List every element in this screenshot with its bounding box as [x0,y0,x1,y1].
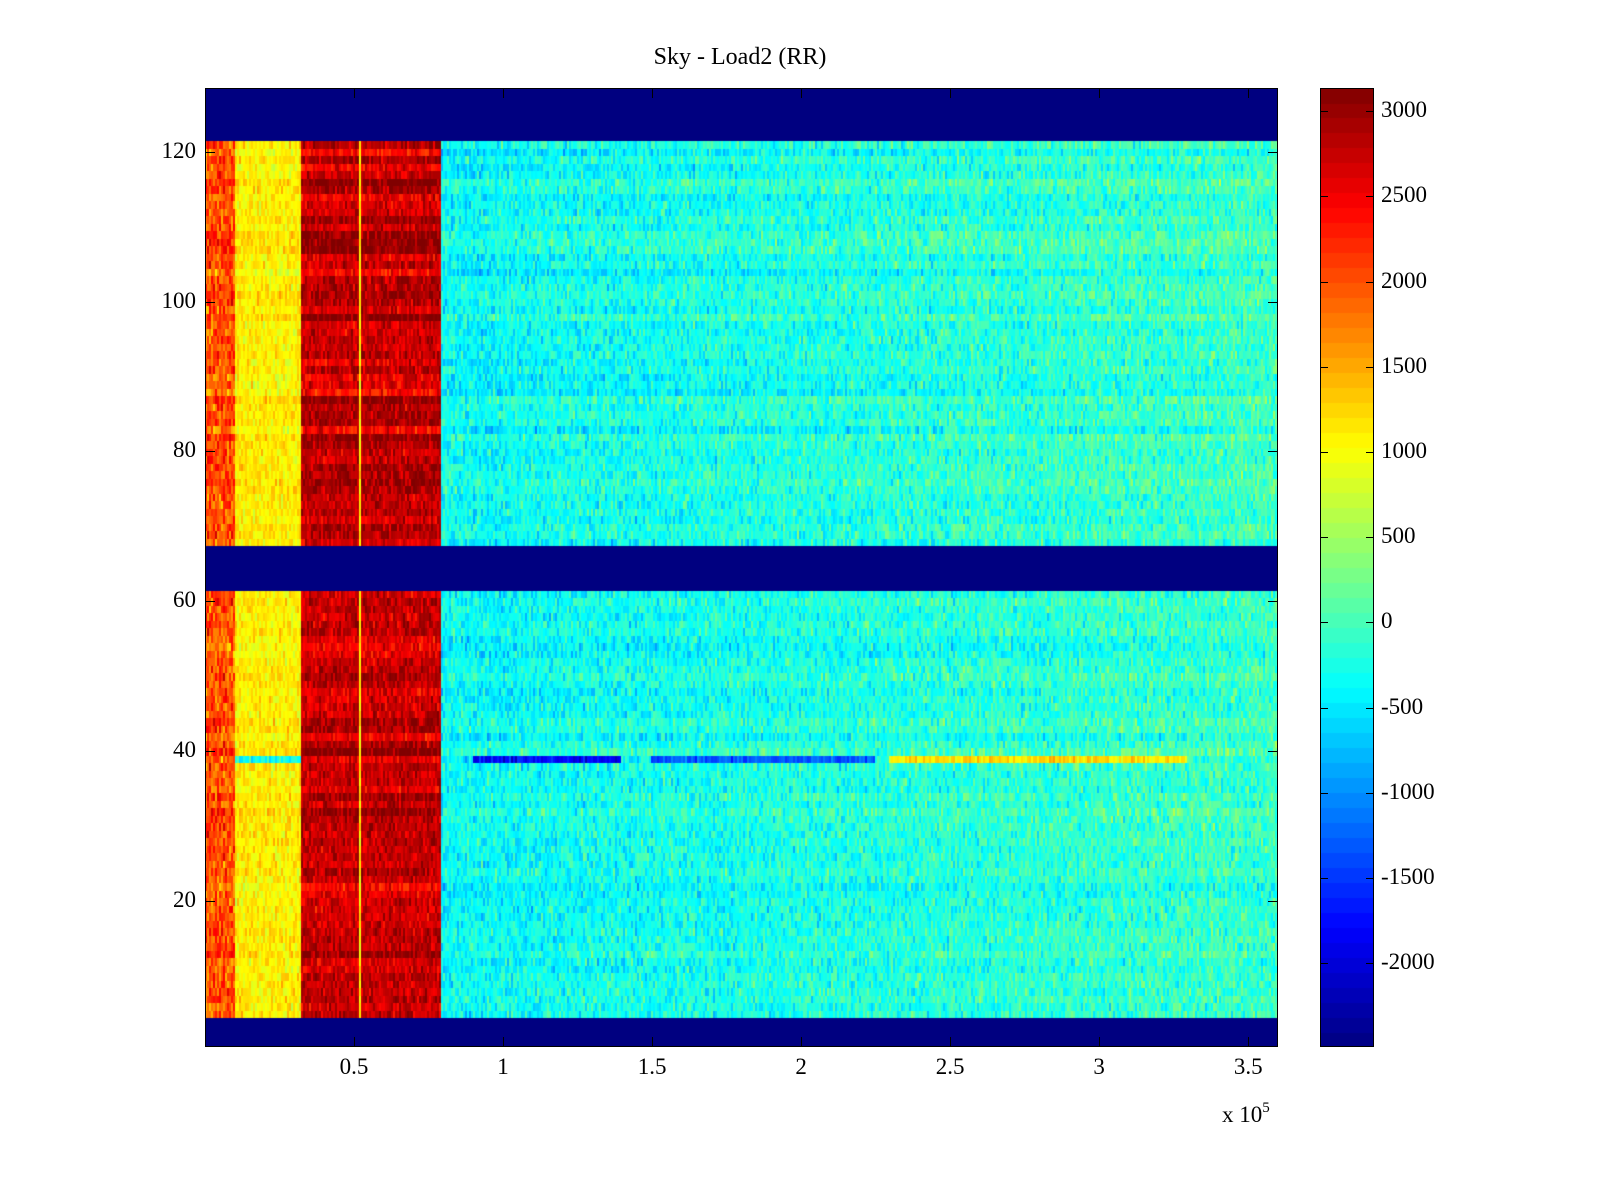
colorbar-tick-mark [1366,878,1374,880]
colorbar-frame [1320,88,1374,1047]
x-tick-mark [652,88,654,98]
x-tick-label: 3 [1093,1054,1105,1079]
colorbar [1320,88,1374,1047]
y-tick-mark [1268,301,1278,303]
x-tick-mark [950,1037,952,1047]
y-tick-mark [1268,900,1278,902]
colorbar-tick-label: 0 [1381,608,1393,634]
x-tick-mark [503,1037,505,1047]
y-tick-label: 40 [173,737,196,763]
y-tick-mark [205,751,215,753]
x-tick-label: 3.5 [1233,1054,1263,1079]
x-tick-mark [1248,1037,1250,1047]
colorbar-tick-mark [1366,537,1374,539]
x-tick-label: 1 [497,1054,509,1079]
colorbar-tick-mark [1320,281,1328,283]
y-tick-mark [205,601,215,603]
y-tick-mark [1268,601,1278,603]
colorbar-tick-label: 2000 [1381,267,1427,293]
colorbar-tick-mark [1366,196,1374,198]
colorbar-tick-label: -1500 [1381,864,1435,890]
x-tick-mark [801,88,803,98]
chart-title: Sky - Load2 (RR) [653,44,827,70]
colorbar-tick-mark [1366,281,1374,283]
x-tick-mark [652,1037,654,1047]
colorbar-tick-mark [1366,111,1374,113]
colorbar-tick-mark [1366,366,1374,368]
x-tick-mark [1248,88,1250,98]
x-tick-mark [354,88,356,98]
x-tick-label: 0.5 [339,1054,369,1079]
y-tick-mark [1268,451,1278,453]
x-tick-label: 1.5 [637,1054,667,1079]
colorbar-tick-mark [1320,622,1328,624]
colorbar-tick-mark [1320,792,1328,794]
x-tick-label: 2.5 [935,1054,965,1079]
y-tick-label: 60 [173,587,196,613]
y-tick-mark [205,151,215,153]
y-tick-mark [205,900,215,902]
y-tick-label: 100 [161,287,197,313]
colorbar-tick-mark [1366,707,1374,709]
colorbar-tick-label: 500 [1381,523,1416,549]
colorbar-tick-label: -2000 [1381,949,1435,975]
x-tick-mark [801,1037,803,1047]
colorbar-tick-mark [1320,111,1328,113]
colorbar-tick-mark [1366,451,1374,453]
colorbar-tick-mark [1320,451,1328,453]
heatmap-image [205,88,1278,1047]
colorbar-tick-mark [1320,537,1328,539]
colorbar-tick-mark [1366,622,1374,624]
colorbar-tick-label: 2500 [1381,182,1427,208]
x-tick-mark [1099,88,1101,98]
colorbar-tick-mark [1320,196,1328,198]
colorbar-tick-mark [1320,878,1328,880]
colorbar-tick-mark [1366,963,1374,965]
colorbar-tick-label: -500 [1381,693,1424,719]
colorbar-tick-label: 1500 [1381,352,1427,378]
x-multiplier: x 105 [1222,1100,1270,1128]
y-tick-mark [1268,151,1278,153]
y-tick-label: 80 [173,437,196,463]
y-tick-label: 120 [161,137,197,163]
y-tick-mark [205,451,215,453]
colorbar-tick-mark [1320,963,1328,965]
y-tick-mark [205,301,215,303]
y-tick-mark [1268,751,1278,753]
x-tick-mark [354,1037,356,1047]
colorbar-tick-mark [1320,366,1328,368]
x-tick-mark [1099,1037,1101,1047]
colorbar-tick-label: 1000 [1381,437,1427,463]
colorbar-tick-mark [1366,792,1374,794]
colorbar-tick-label: 3000 [1381,97,1427,123]
colorbar-tick-label: -1000 [1381,778,1435,804]
x-tick-mark [950,88,952,98]
x-multiplier-exponent: 5 [1262,1100,1270,1116]
y-tick-label: 20 [173,886,196,912]
plot-axes [205,88,1278,1047]
x-tick-label: 2 [795,1054,807,1079]
x-tick-mark [503,88,505,98]
colorbar-tick-mark [1320,707,1328,709]
x-multiplier-label: x 10 [1222,1102,1263,1127]
